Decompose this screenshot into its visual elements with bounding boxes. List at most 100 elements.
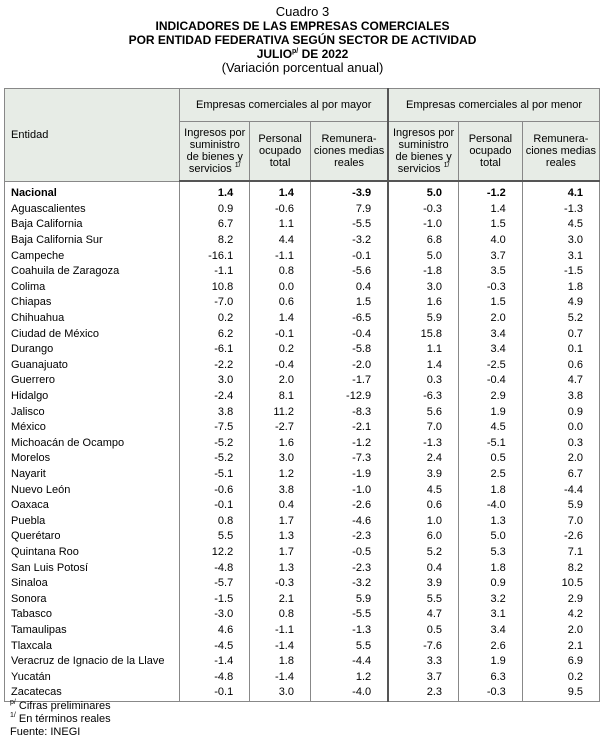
table-row: Veracruz de Ignacio de la Llave -1.4 1.8 -4… [3,653,601,670]
cell-value: 3.9 [387,575,460,592]
entity-name: Guerrero [3,373,181,389]
cell-value: 5.9 [309,591,390,608]
entity-name: Coahuila de Zaragoza [3,263,181,280]
period: JULIOp/ DE 2022 [0,47,605,61]
cell-value: 1.9 [458,653,523,670]
entity-name: Nacional [3,181,181,202]
cell-value: 1.5 [458,217,523,233]
cell-value: 1.4 [179,181,251,202]
column-label: Remunera-ciones medias reales [525,133,597,169]
cell-value: -5.2 [179,435,251,452]
subtitle: (Variación porcentual anual) [221,60,384,75]
cell-value: 1.3 [249,560,311,576]
table-row: Tabasco -3.0 0.8 -5.5 4.7 3.1 4.2 [3,607,601,623]
cell-value: -6.1 [179,341,251,358]
cell-value: -0.6 [179,482,251,498]
data-table: Entidad Empresas comerciales al por mayor… [3,88,601,702]
cell-value: 0.0 [249,279,311,296]
cell-value: 6.7 [521,466,601,483]
cell-value: -1.2 [458,181,523,202]
cell-value: 2.0 [521,451,601,467]
cell-value: 7.0 [521,513,601,530]
table-row: Tlaxcala -4.5 -1.4 5.5 -7.6 2.6 2.1 [3,638,601,654]
cell-value: 3.0 [249,685,311,702]
cell-value: -0.6 [249,201,311,218]
cell-value: 5.2 [387,544,460,561]
entity-name: Baja California Sur [3,232,181,249]
cell-value: 3.7 [387,669,460,685]
footnote-text: En términos reales [18,713,111,725]
column-header: Personal ocupado total [458,121,523,182]
table-row: Nacional 1.4 1.4 -3.9 5.0 -1.2 4.1 [3,181,601,202]
cell-value: -4.5 [179,638,251,654]
cell-value: -4.0 [458,497,523,514]
cell-value: 2.6 [458,638,523,654]
cell-value: -1.4 [249,669,311,685]
cell-value: 1.0 [387,513,460,530]
cell-value: -4.4 [309,653,390,670]
cell-value: -0.3 [458,685,523,702]
table-row: Nayarit -5.1 1.2 -1.9 3.9 2.5 6.7 [3,466,601,483]
column-header: Entidad [3,88,181,182]
cell-value: 4.7 [387,607,460,623]
cell-value: 1.4 [387,357,460,374]
header: Cuadro 3 INDICADORES DE LAS EMPRESAS COM… [0,0,605,75]
cell-value: 5.5 [309,638,390,654]
cell-value: -5.5 [309,217,390,233]
table-row: Nuevo León -0.6 3.8 -1.0 4.5 1.8 -4.4 [3,482,601,498]
cell-value: -4.4 [521,482,601,498]
cell-value: -3.0 [179,607,251,623]
cell-value: -1.9 [309,466,390,483]
footnotes: p/ Cifras preliminares 1/ En términos rea… [10,699,111,739]
cell-value: 3.4 [458,622,523,639]
cell-value: -1.3 [387,435,460,452]
cell-value: 1.7 [249,513,311,530]
cell-value: -5.2 [179,451,251,467]
cell-value: 6.0 [387,529,460,545]
note-mark: 1/ [10,712,16,719]
table-row: Guanajuato -2.2 -0.4 -2.0 1.4 -2.5 0.6 [3,357,601,374]
cell-value: -2.3 [309,560,390,576]
group-header: Empresas comerciales al por menor [387,88,601,122]
table-row: Michoacán de Ocampo -5.2 1.6 -1.2 -1.3 -5.1 0.… [3,435,601,452]
cell-value: -0.1 [179,685,251,702]
cell-value: 5.2 [521,310,601,327]
table-row: Chihuahua 0.2 1.4 -6.5 5.9 2.0 5.2 [3,310,601,327]
cell-value: 5.5 [179,529,251,545]
cell-value: -7.0 [179,295,251,311]
header-row: Entidad Empresas comerciales al por mayor… [3,88,601,182]
cell-value: -5.6 [309,263,390,280]
entity-name: Nayarit [3,466,181,483]
table-row: Jalisco 3.8 11.2 -8.3 5.6 1.9 0.9 [3,404,601,420]
cell-value: 4.5 [521,217,601,233]
column-label: Remunera-ciones medias reales [313,133,385,169]
cell-value: 8.1 [249,388,311,405]
cell-value: 2.1 [249,591,311,608]
cell-value: 3.3 [387,653,460,670]
cell-value: -5.5 [309,607,390,623]
cell-value: 3.7 [458,248,523,264]
cell-value: 0.5 [387,622,460,639]
cell-value: -4.8 [179,669,251,685]
cell-value: 0.2 [249,341,311,358]
table-row: Quintana Roo 12.2 1.7 -0.5 5.2 5.3 7.1 [3,544,601,561]
cell-value: -2.6 [309,497,390,514]
cell-value: 4.5 [387,482,460,498]
cell-value: 9.5 [521,685,601,702]
cell-value: 10.5 [521,575,601,592]
table-row: Campeche -16.1 -1.1 -0.1 5.0 3.7 3.1 [3,248,601,264]
entity-name: México [3,419,181,436]
cell-value: 6.9 [521,653,601,670]
table-row: México -7.5 -2.7 -2.1 7.0 4.5 0.0 [3,419,601,436]
cell-value: 3.4 [458,326,523,342]
cell-value: -3.2 [309,575,390,592]
cell-value: 3.0 [521,232,601,249]
entity-name: Sonora [3,591,181,608]
cell-value: -1.1 [249,622,311,639]
cell-value: 0.4 [387,560,460,576]
cell-value: 1.2 [249,466,311,483]
table-row: Sinaloa -5.7 -0.3 -3.2 3.9 0.9 10.5 [3,575,601,592]
cell-value: 0.3 [521,435,601,452]
entity-name: Baja California [3,217,181,233]
cell-value: 1.6 [387,295,460,311]
